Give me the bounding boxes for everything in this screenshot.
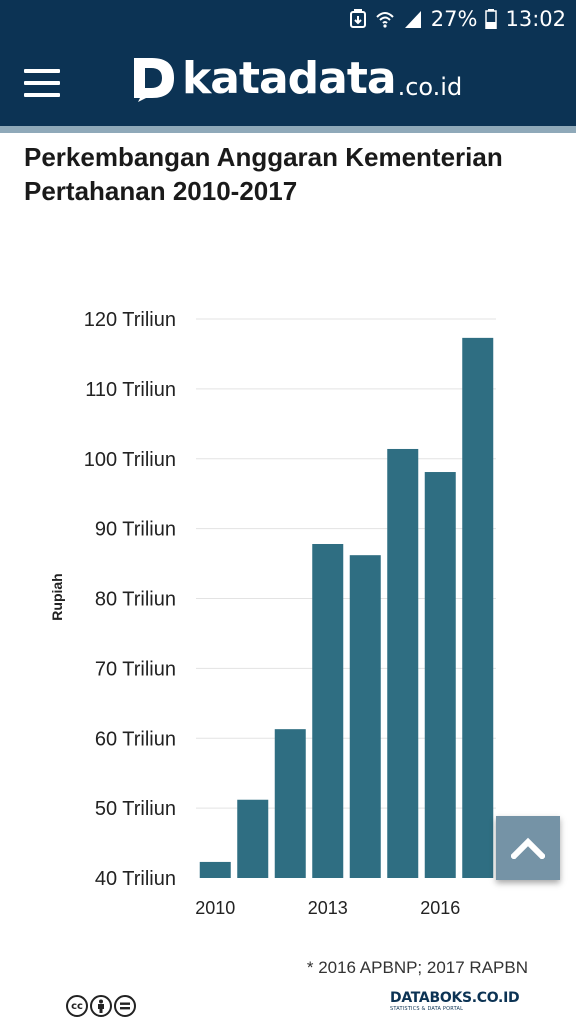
status-bar: 27% 13:02 (0, 0, 576, 40)
chart-footnote: * 2016 APBNP; 2017 RAPBN (306, 958, 528, 977)
status-indicators: 27% 13:02 (349, 7, 566, 31)
data-saver-icon (349, 9, 366, 28)
databoks-logo[interactable]: DATABOKS.CO.ID STATISTICS & DATA PORTAL (390, 990, 520, 1012)
battery-percent: 27% (430, 7, 478, 31)
y-tick-label: 50 Triliun (95, 798, 176, 820)
license-badges: cc (66, 995, 136, 1017)
y-tick-label: 90 Triliun (95, 519, 176, 541)
bar-2015[interactable] (387, 448, 419, 878)
x-tick-labels: 2010 2013 2016 (195, 898, 460, 918)
bar-2010[interactable] (199, 861, 231, 878)
hamburger-line (24, 69, 60, 73)
site-header: katadata .co.id (0, 40, 576, 126)
battery-icon (485, 9, 498, 29)
person-glyph (98, 999, 104, 1013)
bar-2011[interactable] (237, 799, 269, 878)
bar-2013[interactable] (312, 543, 344, 878)
bar-2014[interactable] (349, 555, 381, 878)
clock: 13:02 (505, 7, 566, 31)
bar-2017[interactable] (462, 337, 494, 879)
chevron-up-icon (511, 837, 545, 859)
attribution-icon (90, 995, 112, 1017)
hamburger-line (24, 93, 60, 97)
bar-2016[interactable] (424, 472, 456, 878)
hamburger-line (24, 81, 60, 85)
databoks-tagline: STATISTICS & DATA PORTAL (390, 1006, 464, 1012)
bars (199, 337, 494, 879)
signal-icon (404, 11, 421, 28)
y-tick-label: 60 Triliun (95, 728, 176, 750)
header-divider (0, 126, 576, 133)
y-tick-labels: 40 Triliun 50 Triliun 60 Triliun 70 Triliun… (84, 309, 176, 890)
x-tick-label: 2013 (308, 898, 348, 918)
creative-commons-icon: cc (66, 995, 88, 1017)
y-axis-title: Rupiah (49, 573, 65, 620)
no-derivatives-icon (114, 995, 136, 1017)
katadata-logo-icon (134, 58, 174, 102)
x-tick-label: 2010 (195, 898, 235, 918)
y-tick-label: 40 Triliun (95, 868, 176, 890)
chart-title: Perkembangan Anggaran Kementerian Pertah… (24, 142, 503, 206)
menu-button[interactable] (24, 69, 60, 97)
y-tick-label: 110 Triliun (85, 379, 176, 401)
bar-2012[interactable] (274, 729, 306, 878)
y-tick-label: 100 Triliun (84, 449, 176, 471)
x-tick-label: 2016 (420, 898, 460, 918)
databoks-name: DATABOKS.CO.ID (390, 990, 520, 1006)
wifi-icon (376, 12, 394, 28)
katadata-logo[interactable]: katadata .co.id (132, 56, 462, 102)
scroll-to-top-button[interactable] (496, 816, 560, 880)
y-tick-label: 80 Triliun (95, 589, 176, 611)
y-tick-label: 120 Triliun (84, 309, 176, 331)
equals-glyph (120, 1002, 130, 1010)
logo-text: katadata (182, 53, 397, 104)
logo-suffix: .co.id (397, 73, 463, 101)
y-tick-label: 70 Triliun (95, 658, 176, 680)
bar-chart: 40 Triliun 50 Triliun 60 Triliun 70 Triliun… (49, 309, 496, 918)
